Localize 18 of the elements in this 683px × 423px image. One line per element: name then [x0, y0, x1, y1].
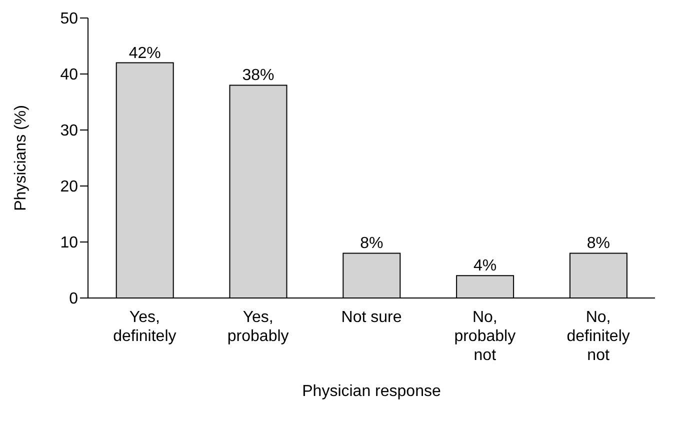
- y-tick-label: 20: [60, 178, 78, 196]
- x-tick-label: No, probably not: [454, 309, 516, 364]
- data-label: 8%: [360, 235, 384, 252]
- x-tick-label: Not sure: [341, 309, 402, 326]
- x-tick-label: Yes, probably: [227, 309, 289, 345]
- x-axis-title: Physician response: [302, 383, 441, 400]
- y-tick-label: 0: [69, 290, 78, 308]
- y-tick-label: 50: [60, 10, 78, 28]
- x-tick-label: Yes, definitely: [113, 309, 176, 345]
- data-label: 42%: [128, 44, 161, 62]
- y-tick-label: 40: [60, 66, 78, 84]
- y-tick-label: 30: [60, 122, 78, 140]
- data-label: 8%: [586, 235, 610, 252]
- y-tick-label: 10: [60, 234, 78, 252]
- data-label: 38%: [242, 67, 274, 84]
- data-label: 4%: [473, 258, 497, 275]
- y-axis-title: Physicians (%): [12, 105, 30, 211]
- x-tick-label: No, definitely not: [566, 309, 630, 364]
